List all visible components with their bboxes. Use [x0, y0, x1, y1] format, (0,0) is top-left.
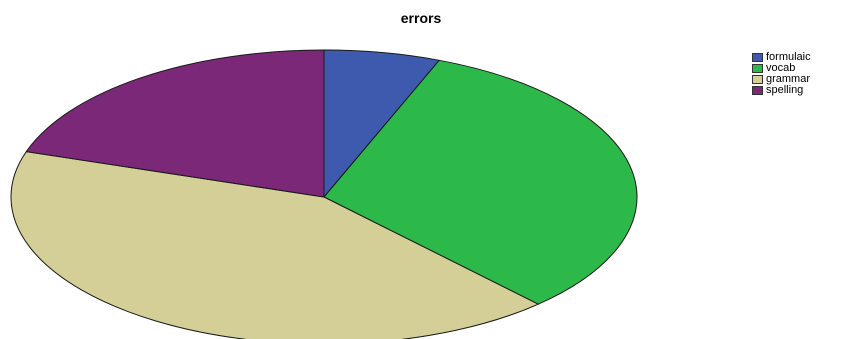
legend-swatch: [752, 53, 763, 62]
legend-swatch: [752, 64, 763, 73]
pie-slice-formulaic: [323, 49, 441, 199]
pie-slice-grammar: [10, 151, 540, 339]
pie-slice-spelling: [25, 49, 325, 198]
legend-label: vocab: [766, 62, 796, 74]
legend-label: grammar: [766, 73, 811, 85]
legend-item-grammar: grammar: [752, 74, 811, 85]
chart-title: errors: [400, 10, 442, 26]
legend-label: spelling: [766, 84, 804, 96]
legend-item-vocab: vocab: [752, 63, 811, 74]
legend-swatch: [752, 86, 763, 95]
legend-swatch: [752, 75, 763, 84]
pie-slice-vocab: [323, 59, 638, 305]
legend: formulaic vocab grammar spelling: [752, 52, 811, 96]
legend-item-spelling: spelling: [752, 85, 811, 96]
legend-label: formulaic: [766, 51, 811, 63]
legend-item-formulaic: formulaic: [752, 52, 811, 63]
